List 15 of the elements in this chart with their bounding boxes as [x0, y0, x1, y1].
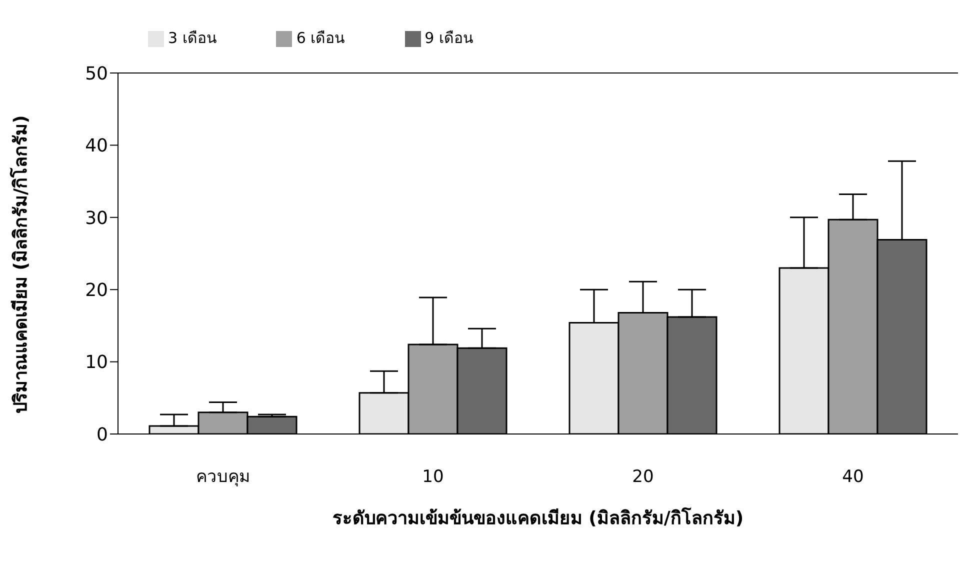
y-tick-label: 50 — [85, 63, 108, 84]
x-tick-label: ควบคุม — [196, 467, 250, 488]
legend-label: 6 เดือน — [296, 29, 345, 47]
x-tick-label: 20 — [632, 467, 654, 488]
legend-label: 9 เดือน — [424, 29, 473, 47]
y-tick-label: 0 — [96, 424, 108, 446]
legend-label: 3 เดือน — [168, 29, 216, 47]
x-axis-title: ระดับความเข้มข้นของแคดเมียม (มิลลิกรัม/กิโลกรัม) — [332, 507, 744, 529]
x-tick-label: 10 — [422, 467, 444, 488]
x-tick-label: 40 — [842, 467, 864, 488]
y-tick-label: 20 — [85, 280, 108, 301]
y-axis-title: ปริมาณแคดเมียม (มิลลิกรัม/กิโลกรัม) — [9, 115, 32, 414]
y-tick-label: 10 — [85, 352, 108, 374]
y-tick-label: 40 — [85, 136, 108, 157]
y-tick-label: 30 — [85, 208, 108, 229]
